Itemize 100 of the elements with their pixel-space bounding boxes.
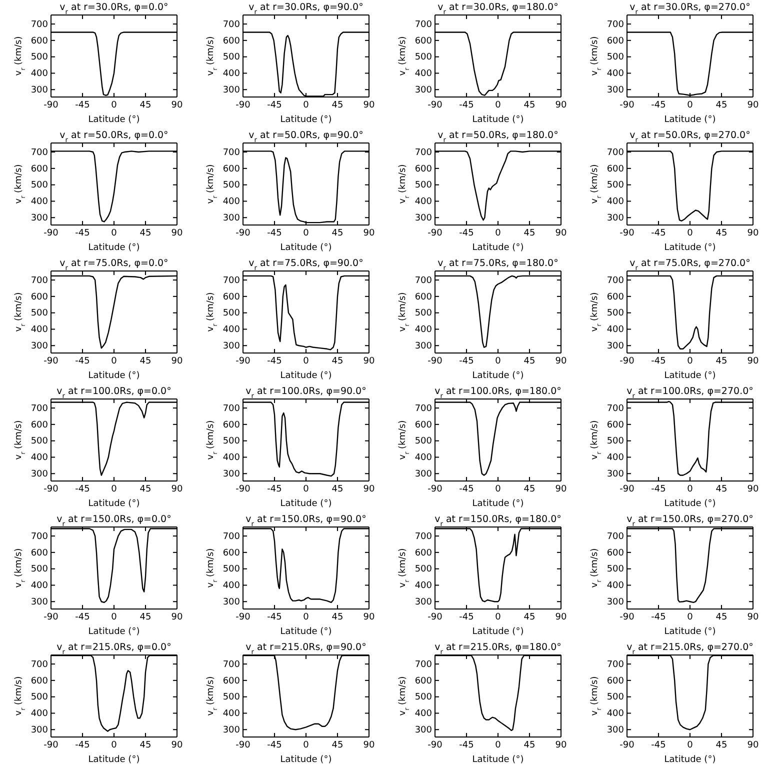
y-tick-label: 600 (222, 676, 240, 686)
x-tick-label: -45 (651, 356, 666, 366)
y-tick-label: 600 (606, 548, 624, 558)
y-tick-label: 700 (606, 276, 624, 286)
x-axis-title: Latitude (°) (280, 115, 332, 125)
chart-title: v$_{r}$ at r=100.0Rs, φ=0.0° (56, 386, 172, 400)
x-tick-label: -45 (651, 740, 666, 750)
y-tick-label: 500 (30, 52, 48, 63)
y-tick-label: 300 (30, 86, 48, 96)
x-axis-title: Latitude (°) (664, 499, 716, 509)
chart-title: v$_{r}$ at r=75.0Rs, φ=90.0° (248, 258, 364, 272)
y-tick-label: 600 (414, 164, 432, 174)
x-tick-label: 90 (747, 484, 759, 494)
y-tick-label: 300 (222, 470, 240, 480)
x-axis-title: Latitude (°) (88, 371, 140, 381)
x-tick-label: 45 (524, 740, 536, 750)
x-tick-label: 45 (140, 484, 152, 494)
x-tick-label: 0 (687, 100, 694, 110)
x-tick-label: 0 (687, 740, 694, 750)
y-tick-label: 300 (414, 598, 432, 608)
chart-title: v$_{r}$ at r=150.0Rs, φ=0.0° (56, 514, 172, 528)
y-tick-label: 300 (606, 86, 624, 96)
x-tick-label: 90 (747, 612, 759, 622)
y-tick-label: 500 (414, 692, 432, 703)
x-tick-label: 45 (716, 356, 728, 366)
y-tick-label: 700 (30, 276, 48, 286)
x-tick-label: 0 (495, 228, 502, 238)
x-axis-title: Latitude (°) (88, 115, 140, 125)
x-axis-title: Latitude (°) (472, 499, 524, 509)
x-tick-label: 45 (524, 228, 536, 238)
x-tick-label: -45 (75, 484, 90, 494)
x-tick-label: 45 (332, 612, 344, 622)
y-tick-label: 300 (222, 342, 240, 352)
x-tick-label: -45 (267, 612, 282, 622)
x-tick-label: 90 (555, 100, 567, 110)
x-tick-label: 0 (303, 740, 310, 750)
x-tick-label: 45 (332, 356, 344, 366)
chart-title: v$_{r}$ at r=30.0Rs, φ=270.0° (630, 2, 750, 16)
y-tick-label: 300 (222, 598, 240, 608)
y-tick-label: 700 (606, 404, 624, 414)
x-axis-title: Latitude (°) (664, 371, 716, 381)
y-tick-label: 300 (414, 214, 432, 224)
x-tick-label: 0 (495, 356, 502, 366)
x-axis-title: Latitude (°) (88, 755, 140, 765)
y-tick-label: 700 (30, 660, 48, 670)
y-tick-label: 700 (414, 20, 432, 30)
x-tick-label: -45 (651, 612, 666, 622)
chart-title: v$_{r}$ at r=215.0Rs, φ=180.0° (434, 642, 562, 656)
x-tick-label: 0 (303, 484, 310, 494)
y-tick-label: 500 (222, 308, 240, 319)
x-tick-label: 0 (687, 356, 694, 366)
y-tick-label: 300 (222, 726, 240, 736)
x-tick-label: 45 (332, 228, 344, 238)
y-tick-label: 400 (414, 325, 432, 336)
x-tick-label: 90 (555, 228, 567, 238)
chart-title: v$_{r}$ at r=150.0Rs, φ=90.0° (246, 514, 366, 528)
x-tick-label: -90 (44, 740, 59, 750)
chart-title: v$_{r}$ at r=150.0Rs, φ=270.0° (626, 514, 754, 528)
y-tick-label: 700 (606, 660, 624, 670)
y-tick-label: 500 (222, 564, 240, 575)
x-tick-label: 0 (495, 612, 502, 622)
x-tick-label: -90 (44, 484, 59, 494)
x-tick-label: 90 (363, 228, 375, 238)
x-tick-label: 0 (495, 100, 502, 110)
y-tick-label: 700 (222, 148, 240, 158)
x-tick-label: 0 (303, 356, 310, 366)
y-tick-label: 300 (606, 726, 624, 736)
y-tick-label: 600 (30, 164, 48, 174)
x-tick-label: -90 (236, 100, 251, 110)
y-tick-label: 700 (414, 148, 432, 158)
x-tick-label: 90 (747, 100, 759, 110)
x-tick-label: 90 (363, 100, 375, 110)
y-tick-label: 700 (414, 404, 432, 414)
y-tick-label: 700 (606, 532, 624, 542)
y-tick-label: 500 (414, 308, 432, 319)
x-axis-title: Latitude (°) (472, 115, 524, 125)
x-tick-label: -45 (267, 740, 282, 750)
chart-title: v$_{r}$ at r=75.0Rs, φ=270.0° (630, 258, 750, 272)
y-tick-label: 600 (30, 292, 48, 302)
y-tick-label: 300 (414, 86, 432, 96)
x-tick-label: 45 (716, 228, 728, 238)
x-tick-label: 0 (495, 740, 502, 750)
y-tick-label: 500 (30, 564, 48, 575)
x-tick-label: 0 (687, 612, 694, 622)
x-tick-label: -90 (620, 484, 635, 494)
x-tick-label: -90 (620, 612, 635, 622)
x-tick-label: 0 (687, 228, 694, 238)
y-tick-label: 600 (222, 36, 240, 46)
x-tick-label: 0 (111, 228, 118, 238)
y-tick-label: 300 (30, 598, 48, 608)
y-tick-label: 300 (606, 598, 624, 608)
y-tick-label: 700 (222, 404, 240, 414)
y-tick-label: 500 (222, 180, 240, 191)
x-tick-label: 45 (716, 484, 728, 494)
x-tick-label: -90 (620, 740, 635, 750)
y-tick-label: 700 (414, 532, 432, 542)
y-tick-label: 400 (414, 69, 432, 80)
x-tick-label: 45 (716, 740, 728, 750)
x-tick-label: 90 (555, 356, 567, 366)
y-tick-label: 400 (30, 453, 48, 464)
